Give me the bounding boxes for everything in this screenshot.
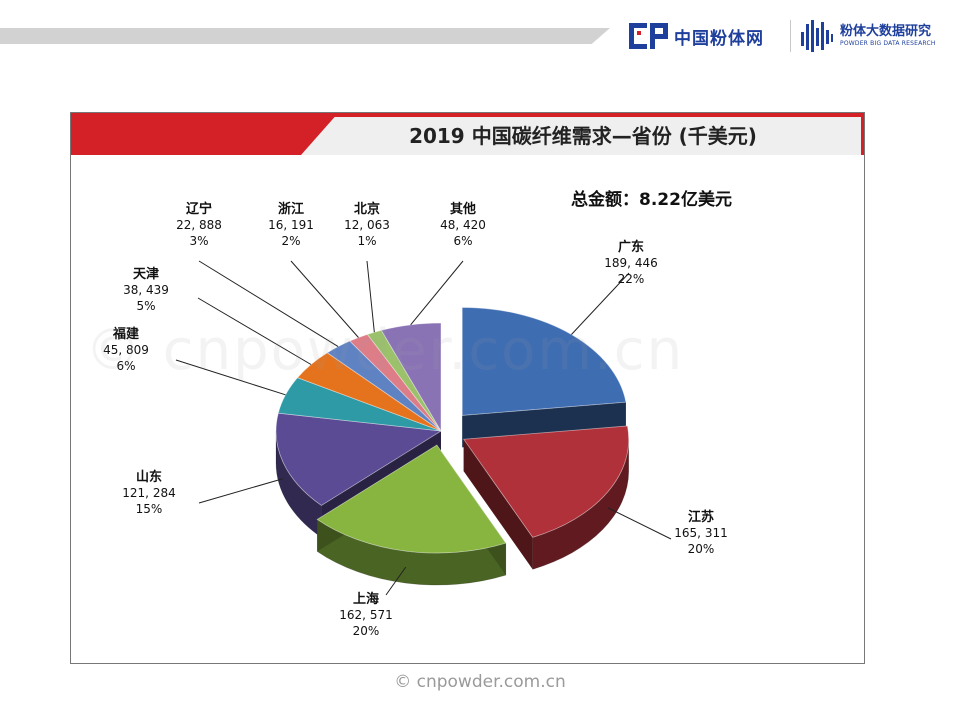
footer-copyright: © cnpowder.com.cn xyxy=(394,672,566,692)
pie-cut-江苏 xyxy=(463,439,533,570)
label-name-北京: 北京 xyxy=(354,201,380,217)
chart-title-panel xyxy=(301,117,861,155)
label-percent-上海: 20% xyxy=(353,624,380,638)
label-percent-天津: 5% xyxy=(136,299,155,313)
label-value-上海: 162, 571 xyxy=(339,608,392,622)
label-name-上海: 上海 xyxy=(353,591,379,607)
label-value-浙江: 16, 191 xyxy=(268,218,314,232)
label-name-其他: 其他 xyxy=(450,201,476,217)
leader-line-北京 xyxy=(366,260,375,333)
leader-line-辽宁 xyxy=(198,260,339,347)
leader-line-天津 xyxy=(197,297,312,365)
chart-frame: 2019 中国碳纤维需求—省份 (千美元) 总金额：8.22亿美元 广东 189,… xyxy=(70,112,865,664)
pie-slice-其他 xyxy=(380,322,442,433)
label-percent-辽宁: 3% xyxy=(189,234,208,248)
label-name-山东: 山东 xyxy=(136,469,162,485)
label-percent-浙江: 2% xyxy=(281,234,300,248)
pie-slice-上海 xyxy=(316,444,507,554)
powder-big-data-cn: 粉体大数据研究 xyxy=(840,24,932,39)
leader-line-江苏 xyxy=(607,507,672,540)
label-name-辽宁: 辽宁 xyxy=(186,201,212,217)
label-percent-北京: 1% xyxy=(357,234,376,248)
label-value-福建: 45, 809 xyxy=(103,343,149,357)
label-value-天津: 38, 439 xyxy=(123,283,169,297)
watermark: © cnpowder.com.cn xyxy=(85,318,685,383)
label-percent-山东: 15% xyxy=(136,502,163,516)
header-bar xyxy=(0,28,610,44)
leader-line-广东 xyxy=(571,272,630,335)
label-percent-江苏: 20% xyxy=(688,542,715,556)
leader-line-福建 xyxy=(175,359,286,396)
label-name-江苏: 江苏 xyxy=(688,509,714,525)
pie-slice-广东 xyxy=(461,307,627,416)
cnpowder-logo[interactable]: 中国粉体网 xyxy=(628,18,764,54)
leader-line-上海 xyxy=(385,566,407,596)
label-percent-广东: 22% xyxy=(618,272,645,286)
label-value-辽宁: 22, 888 xyxy=(176,218,222,232)
label-value-其他: 48, 420 xyxy=(440,218,486,232)
leader-line-其他 xyxy=(410,260,464,326)
leader-line-山东 xyxy=(198,478,284,504)
label-value-广东: 189, 446 xyxy=(604,256,657,270)
chart-title: 2019 中国碳纤维需求—省份 (千美元) xyxy=(409,124,757,148)
label-name-广东: 广东 xyxy=(618,239,644,255)
cnpowder-logo-icon xyxy=(628,21,670,51)
label-percent-福建: 6% xyxy=(116,359,135,373)
leader-line-浙江 xyxy=(290,260,359,338)
label-value-北京: 12, 063 xyxy=(344,218,390,232)
logo-divider xyxy=(790,20,791,52)
label-value-江苏: 165, 311 xyxy=(674,526,727,540)
pie-slice-山东 xyxy=(275,412,443,506)
label-value-山东: 121, 284 xyxy=(122,486,175,500)
label-name-福建: 福建 xyxy=(112,326,139,342)
cnpowder-logo-text: 中国粉体网 xyxy=(674,28,764,49)
powder-big-data-en: POWDER BIG DATA RESEARCH xyxy=(840,40,936,47)
pie-slice-江苏 xyxy=(462,425,630,538)
powder-big-data-logo[interactable]: 粉体大数据研究 POWDER BIG DATA RESEARCH xyxy=(800,16,936,56)
label-name-天津: 天津 xyxy=(133,266,159,282)
label-name-浙江: 浙江 xyxy=(278,201,304,217)
total-amount: 总金额：8.22亿美元 xyxy=(571,190,732,210)
bar-code-icon xyxy=(801,20,833,52)
label-percent-其他: 6% xyxy=(453,234,472,248)
